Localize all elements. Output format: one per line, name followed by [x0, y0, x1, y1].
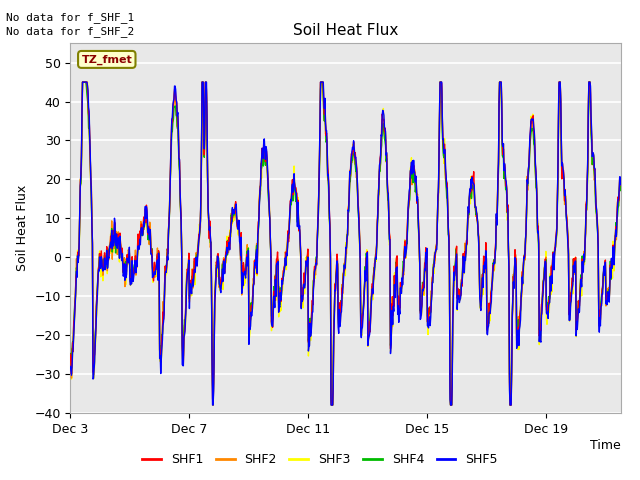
Text: TZ_fmet: TZ_fmet [81, 54, 132, 64]
Text: No data for f_SHF_1: No data for f_SHF_1 [6, 12, 134, 23]
Text: Time: Time [590, 439, 621, 452]
Y-axis label: Soil Heat Flux: Soil Heat Flux [16, 185, 29, 271]
Title: Soil Heat Flux: Soil Heat Flux [293, 23, 398, 38]
Legend: SHF1, SHF2, SHF3, SHF4, SHF5: SHF1, SHF2, SHF3, SHF4, SHF5 [137, 448, 503, 471]
Text: No data for f_SHF_2: No data for f_SHF_2 [6, 26, 134, 37]
